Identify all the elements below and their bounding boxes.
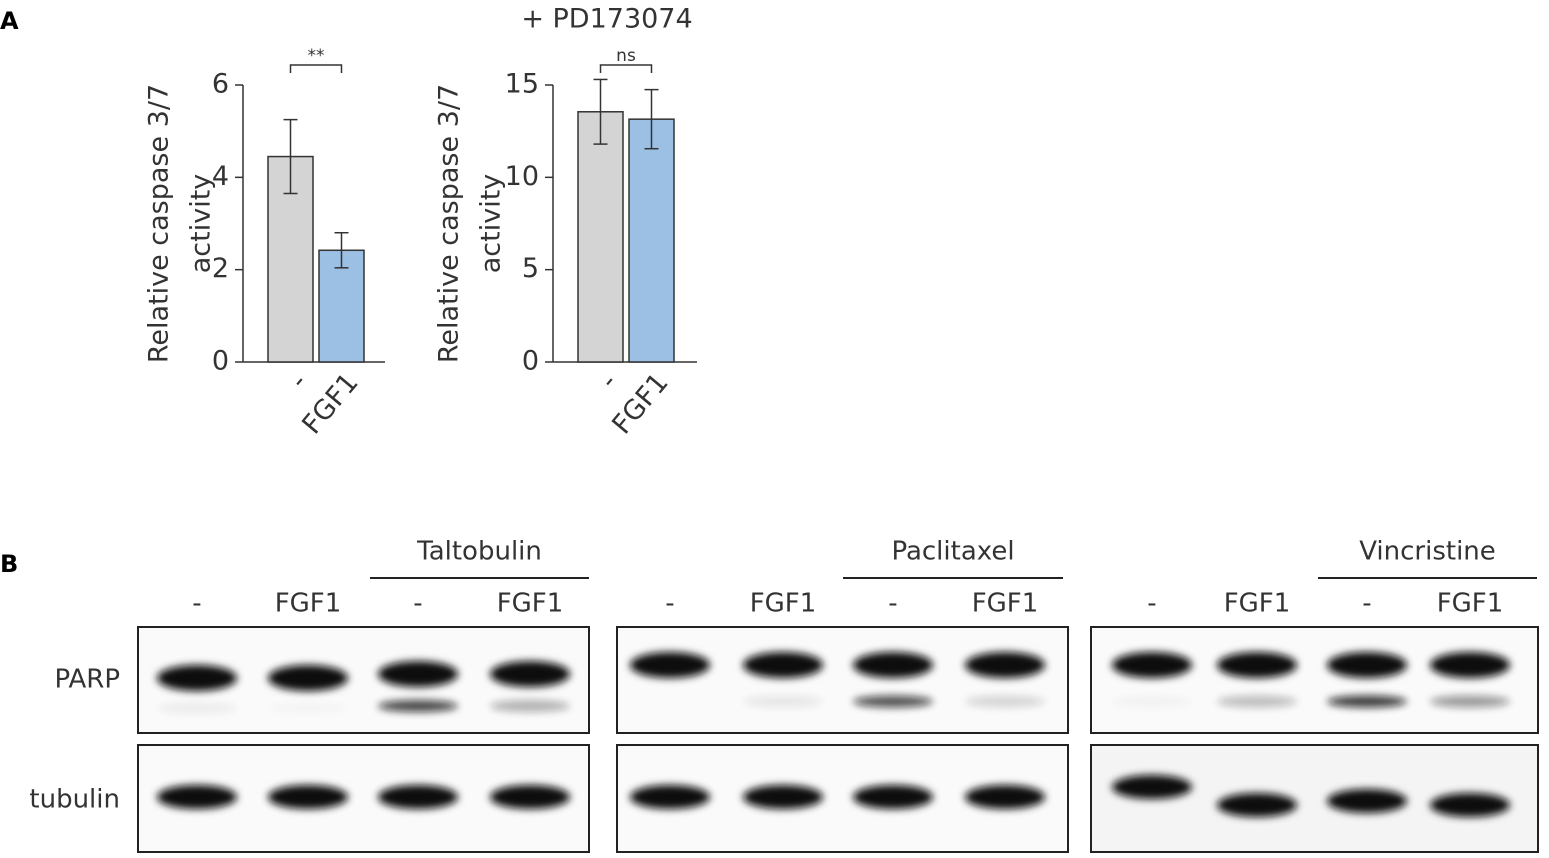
blot-band: [157, 785, 237, 809]
blot-band: [853, 785, 933, 809]
blot-band: [630, 652, 710, 678]
blot-band: [378, 700, 458, 712]
y-tick-label: 0: [522, 346, 539, 377]
y-tick-label: 4: [212, 161, 229, 192]
blot-band: [1327, 695, 1407, 708]
y-tick-label: 2: [212, 253, 229, 284]
blot-band: [630, 785, 710, 809]
significance-label: **: [308, 46, 325, 66]
blot-band: [1217, 652, 1297, 678]
treatment-label: Vincristine: [1359, 537, 1496, 567]
lane-label: FGF1: [750, 589, 817, 619]
row-label: PARP: [54, 665, 120, 695]
lane-label: -: [1147, 589, 1156, 619]
blot-band: [1430, 695, 1510, 708]
panel-label: A: [0, 7, 19, 35]
blot-band: [1217, 695, 1297, 708]
bar: [267, 155, 314, 363]
treatment-label: Taltobulin: [416, 537, 542, 567]
x-tick-label: FGF1: [606, 367, 674, 440]
blot-band: [490, 785, 570, 809]
lane-label: -: [665, 589, 674, 619]
blot-band: [1112, 652, 1192, 678]
blot-band: [1430, 652, 1510, 678]
panel-label: B: [0, 550, 18, 578]
lane-label: FGF1: [497, 589, 564, 619]
blot-band: [1112, 775, 1192, 799]
blot-band: [965, 652, 1045, 678]
lane-label: -: [192, 589, 201, 619]
bar: [318, 249, 365, 363]
y-axis-label: activity: [186, 174, 217, 274]
treatment-label: Paclitaxel: [891, 537, 1014, 567]
y-axis-label: activity: [476, 174, 507, 274]
x-tick-label: -: [284, 367, 314, 394]
y-axis-label: Relative caspase 3/7: [144, 84, 175, 363]
y-tick-label: 5: [522, 253, 539, 284]
blot-band: [268, 785, 348, 809]
blot-band: [965, 695, 1045, 708]
blot-band: [157, 702, 237, 714]
y-tick-label: 15: [505, 69, 539, 100]
blot-band: [1112, 696, 1192, 708]
blot-band: [1430, 793, 1510, 817]
blot-band: [743, 695, 823, 708]
bar: [628, 118, 675, 363]
lane-label: -: [413, 589, 422, 619]
blot-band: [268, 665, 348, 691]
lane-label: -: [888, 589, 897, 619]
x-tick-label: FGF1: [296, 367, 364, 440]
blot-band: [965, 785, 1045, 809]
blot-band: [1217, 793, 1297, 817]
lane-label: FGF1: [972, 589, 1039, 619]
lane-label: FGF1: [1224, 589, 1291, 619]
blot-band: [1327, 652, 1407, 678]
chart-title: + PD173074: [521, 4, 692, 35]
blot-band: [853, 695, 933, 708]
blot-band: [490, 700, 570, 712]
lane-label: FGF1: [1437, 589, 1504, 619]
significance-label: ns: [616, 46, 636, 66]
lane-label: FGF1: [275, 589, 342, 619]
y-tick-label: 0: [212, 346, 229, 377]
blot-band: [490, 661, 570, 687]
blot-band: [743, 785, 823, 809]
lane-label: -: [1362, 589, 1371, 619]
blot-band: [268, 702, 348, 714]
significance-bracket: [289, 64, 343, 73]
bar: [577, 111, 624, 363]
significance-bracket: [599, 64, 653, 73]
blot-band: [157, 665, 237, 691]
blot-panel: [1090, 626, 1539, 734]
y-tick-label: 6: [212, 69, 229, 100]
blot-band: [1327, 789, 1407, 813]
y-axis-label: Relative caspase 3/7: [434, 84, 465, 363]
blot-band: [853, 652, 933, 678]
x-tick-label: -: [594, 367, 624, 394]
blot-band: [743, 652, 823, 678]
blot-panel: [616, 626, 1069, 734]
row-label: tubulin: [29, 785, 120, 815]
blot-band: [378, 785, 458, 809]
y-tick-label: 10: [505, 161, 539, 192]
blot-band: [378, 661, 458, 687]
